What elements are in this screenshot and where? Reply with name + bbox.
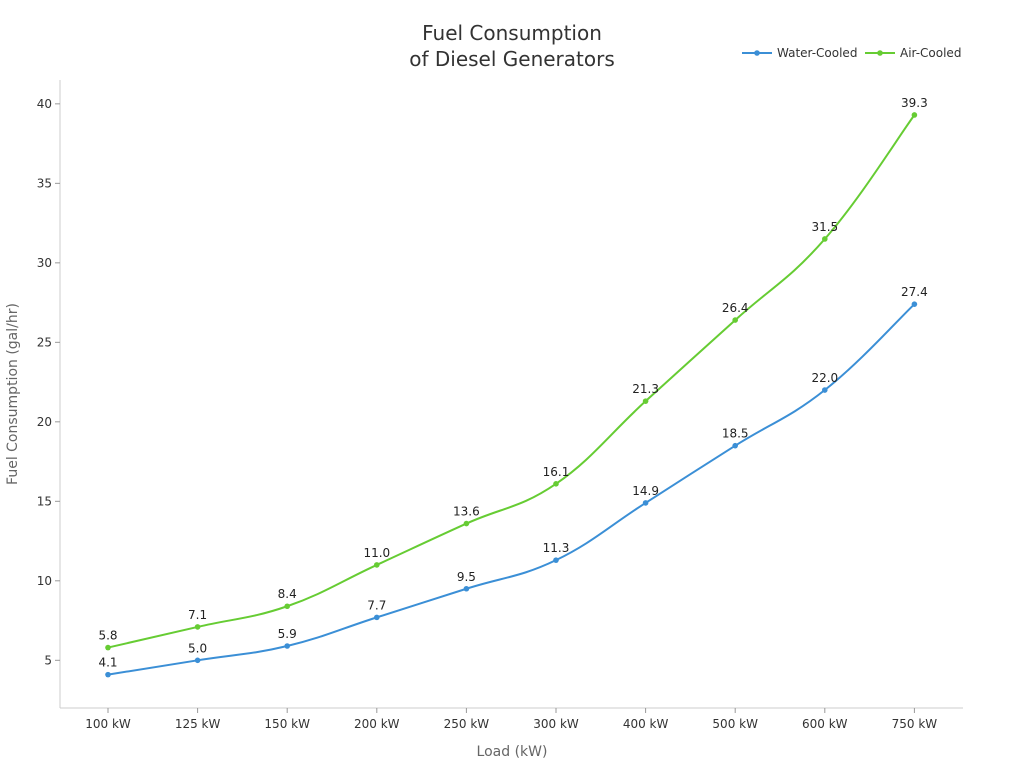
x-tick-label: 200 kW bbox=[354, 717, 400, 731]
series-line-air-cooled bbox=[107, 114, 916, 649]
legend-item-water-cooled: Water-Cooled bbox=[742, 46, 857, 60]
chart-title-line-2: of Diesel Generators bbox=[409, 47, 615, 71]
data-label-air-cooled: 13.6 bbox=[453, 505, 480, 519]
data-label-water-cooled: 9.5 bbox=[457, 570, 476, 584]
data-point-water-cooled bbox=[105, 671, 111, 678]
y-tick-label: 15 bbox=[37, 494, 52, 508]
x-tick-label: 750 kW bbox=[892, 717, 938, 731]
series-line-water-cooled bbox=[107, 303, 916, 676]
data-label-water-cooled: 27.4 bbox=[901, 285, 928, 299]
x-tick-label: 100 kW bbox=[85, 717, 131, 731]
data-label-air-cooled: 8.4 bbox=[278, 587, 297, 601]
data-point-air-cooled bbox=[911, 112, 918, 118]
x-tick-label: 500 kW bbox=[712, 717, 758, 731]
data-label-air-cooled: 26.4 bbox=[722, 301, 749, 315]
data-label-water-cooled: 22.0 bbox=[811, 371, 838, 385]
data-point-water-cooled bbox=[911, 301, 918, 307]
legend: Water-Cooled Air-Cooled bbox=[742, 46, 961, 60]
data-point-water-cooled bbox=[822, 387, 828, 393]
data-point-air-cooled bbox=[105, 644, 111, 651]
data-point-air-cooled bbox=[194, 624, 201, 630]
data-point-air-cooled bbox=[463, 520, 470, 527]
data-label-water-cooled: 7.7 bbox=[367, 598, 386, 612]
data-point-water-cooled bbox=[194, 657, 201, 664]
y-axis-title: Fuel Consumption (gal/hr) bbox=[5, 303, 21, 485]
y-tick-label: 25 bbox=[37, 335, 52, 349]
x-tick-label: 300 kW bbox=[533, 717, 579, 731]
x-tick-label: 250 kW bbox=[444, 717, 490, 731]
data-point-water-cooled bbox=[732, 442, 738, 449]
data-point-water-cooled bbox=[642, 500, 649, 506]
data-point-water-cooled bbox=[553, 557, 559, 563]
data-labels: 4.1 5.0 5.9 7.7 9.5 11.3 14.9 18.5 22.0 27.4 5.8 7.… bbox=[98, 96, 927, 670]
x-tick-label: 600 kW bbox=[802, 717, 848, 731]
legend-item-air-cooled: Air-Cooled bbox=[865, 46, 961, 60]
data-label-air-cooled: 11.0 bbox=[363, 546, 390, 560]
data-point-water-cooled bbox=[374, 614, 380, 621]
x-tick-label: 150 kW bbox=[264, 717, 310, 731]
data-label-water-cooled: 4.1 bbox=[98, 656, 117, 670]
series-lines bbox=[105, 112, 918, 678]
data-label-air-cooled: 16.1 bbox=[543, 465, 570, 479]
legend-marker-water-cooled bbox=[754, 50, 760, 56]
data-label-air-cooled: 31.5 bbox=[811, 220, 838, 234]
y-tick-label: 30 bbox=[37, 256, 52, 270]
data-label-air-cooled: 39.3 bbox=[901, 96, 928, 110]
legend-marker-air-cooled bbox=[877, 50, 883, 56]
data-label-water-cooled: 5.9 bbox=[278, 627, 297, 641]
chart-title: Fuel Consumption of Diesel Generators bbox=[409, 21, 615, 71]
data-label-water-cooled: 11.3 bbox=[543, 541, 570, 555]
data-point-air-cooled bbox=[642, 398, 649, 404]
x-tick-label: 400 kW bbox=[623, 717, 669, 731]
legend-label-water-cooled: Water-Cooled bbox=[777, 46, 857, 60]
y-tick-label: 35 bbox=[37, 176, 52, 190]
data-label-water-cooled: 18.5 bbox=[722, 427, 749, 441]
data-point-air-cooled bbox=[822, 236, 828, 242]
y-tick-label: 20 bbox=[37, 415, 52, 429]
data-point-water-cooled bbox=[463, 585, 470, 592]
data-point-air-cooled bbox=[553, 481, 559, 487]
legend-label-air-cooled: Air-Cooled bbox=[900, 46, 961, 60]
data-point-air-cooled bbox=[732, 317, 738, 323]
axes: 5 10 15 20 25 30 35 40 100 kW 125 kW 150 kW 200 kW 2… bbox=[37, 80, 963, 731]
data-point-water-cooled bbox=[284, 643, 291, 649]
data-point-air-cooled bbox=[284, 603, 291, 610]
y-tick-label: 5 bbox=[44, 653, 52, 667]
chart-title-line-1: Fuel Consumption bbox=[422, 21, 602, 45]
data-label-water-cooled: 14.9 bbox=[632, 484, 659, 498]
data-label-air-cooled: 7.1 bbox=[188, 608, 207, 622]
y-tick-label: 40 bbox=[37, 97, 52, 111]
y-tick-label: 10 bbox=[37, 574, 52, 588]
data-label-water-cooled: 5.0 bbox=[188, 641, 207, 655]
data-point-air-cooled bbox=[374, 562, 380, 568]
x-tick-label: 125 kW bbox=[175, 717, 221, 731]
x-axis-title: Load (kW) bbox=[477, 744, 548, 760]
data-label-air-cooled: 5.8 bbox=[98, 629, 117, 643]
data-label-air-cooled: 21.3 bbox=[632, 382, 659, 396]
